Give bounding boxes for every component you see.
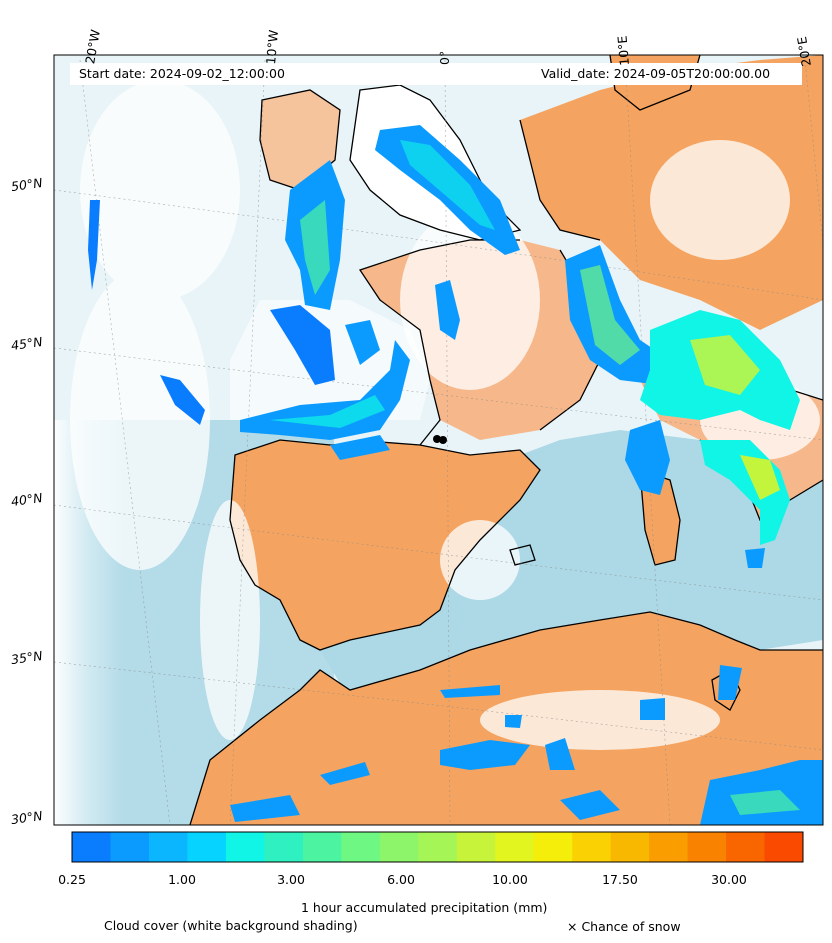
colorbar-segment [495,832,535,862]
colorbar [72,832,804,862]
colorbar-segment [379,832,419,862]
colorbar-segment [649,832,689,862]
lon-label-0: 0° [437,50,452,65]
lon-label-10e: 10°E [614,35,632,67]
colorbar-tick-1: 1.00 [168,872,196,887]
colorbar-segment [72,832,111,862]
colorbar-segment [264,832,304,862]
start-date-label: Start date: 2024-09-02_12:00:00 [79,66,285,81]
colorbar-segment [687,832,727,862]
colorbar-segment [341,832,381,862]
valid-date-label: Valid_date: 2024-09-05T20:00:00.00 [541,66,771,81]
colorbar-segment [456,832,496,862]
colorbar-border [71,831,804,863]
cloud-cover-note: Cloud cover (white background shading) [104,918,358,933]
land-ireland [260,90,340,190]
lon-label-10w: 10°W [263,29,282,66]
colorbar-tick-0: 0.25 [58,872,86,887]
land-iberia [230,440,540,650]
land-corsica-sardinia [640,470,680,565]
snow-note: × Chance of snow [567,919,681,934]
colorbar-segment [418,832,458,862]
colorbar-segment [764,832,804,862]
colorbar-segment [533,832,573,862]
colorbar-title: 1 hour accumulated precipitation (mm) [301,900,548,915]
colorbar-segment [225,832,265,862]
map-border [53,54,824,826]
colorbar-tick-4: 10.00 [492,872,528,887]
graticule [54,59,823,825]
colorbar-segment [572,832,612,862]
snow-markers [433,435,447,444]
colorbar-segment [187,832,227,862]
precipitation-areas [88,125,823,825]
colorbar-segment [110,832,150,862]
colorbar-segment [302,832,342,862]
header-strip [70,63,802,85]
colorbar-tick-3: 6.00 [387,872,415,887]
colorbar-tick-6: 30.00 [711,872,747,887]
colorbar-segment [726,832,766,862]
colorbar-tick-2: 3.00 [277,872,305,887]
colorbar-segment [148,832,188,862]
colorbar-tick-5: 17.50 [602,872,638,887]
colorbar-segment [610,832,650,862]
map-area [54,55,823,825]
